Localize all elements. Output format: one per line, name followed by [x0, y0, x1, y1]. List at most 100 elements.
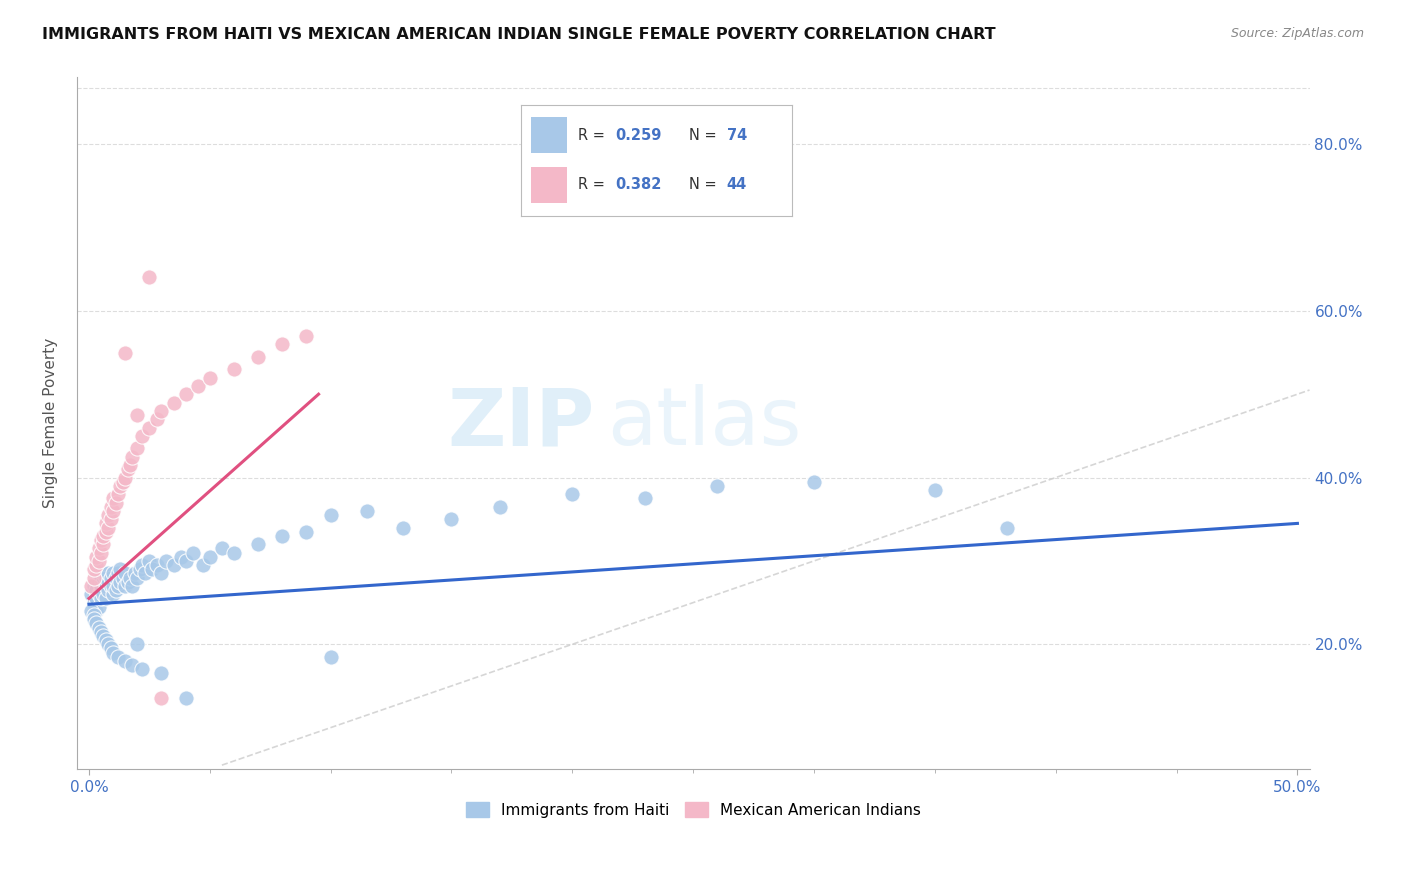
Point — [174, 387, 197, 401]
Point — [150, 566, 173, 581]
Point — [138, 270, 160, 285]
Point — [84, 591, 107, 606]
Point — [101, 491, 124, 506]
Point — [150, 404, 173, 418]
Text: Source: ZipAtlas.com: Source: ZipAtlas.com — [1230, 27, 1364, 40]
Point — [127, 571, 149, 585]
Point — [83, 562, 105, 576]
Point — [121, 579, 143, 593]
Point — [131, 662, 153, 676]
Point — [127, 442, 149, 456]
Point — [127, 408, 149, 422]
Text: IMMIGRANTS FROM HAITI VS MEXICAN AMERICAN INDIAN SINGLE FEMALE POVERTY CORRELATI: IMMIGRANTS FROM HAITI VS MEXICAN AMERICA… — [42, 27, 995, 42]
Point — [110, 574, 132, 589]
Point — [111, 475, 134, 489]
Point — [155, 554, 177, 568]
Point — [107, 487, 129, 501]
Point — [80, 604, 103, 618]
Point — [107, 579, 129, 593]
Point — [117, 462, 139, 476]
Point — [162, 558, 184, 572]
Point — [392, 520, 415, 534]
Point — [191, 558, 214, 572]
Point — [80, 579, 103, 593]
Point — [83, 608, 105, 623]
Point — [100, 500, 122, 514]
Point — [90, 545, 112, 559]
Point — [94, 571, 117, 585]
Point — [90, 624, 112, 639]
Point — [134, 566, 156, 581]
Point — [118, 571, 141, 585]
Point — [271, 337, 294, 351]
Point — [84, 549, 107, 564]
Point — [104, 495, 127, 509]
Point — [93, 537, 115, 551]
Point — [84, 604, 107, 618]
Point — [90, 571, 112, 585]
Point — [114, 654, 136, 668]
Point — [101, 579, 124, 593]
Point — [104, 571, 127, 585]
Point — [174, 691, 197, 706]
Point — [222, 362, 245, 376]
Point — [100, 512, 122, 526]
Point — [87, 587, 110, 601]
Point — [87, 574, 110, 589]
Point — [997, 520, 1019, 534]
Point — [295, 524, 318, 539]
Point — [90, 533, 112, 547]
Point — [94, 524, 117, 539]
Point — [440, 512, 463, 526]
Point — [87, 554, 110, 568]
Point — [561, 487, 583, 501]
Point — [803, 475, 825, 489]
Point — [124, 566, 146, 581]
Point — [118, 458, 141, 472]
Point — [90, 579, 112, 593]
Point — [110, 479, 132, 493]
Point — [247, 537, 270, 551]
Point — [97, 520, 120, 534]
Point — [138, 554, 160, 568]
Point — [93, 566, 115, 581]
Point — [170, 549, 193, 564]
Point — [127, 637, 149, 651]
Point — [84, 616, 107, 631]
Point — [100, 579, 122, 593]
Point — [150, 666, 173, 681]
Point — [138, 420, 160, 434]
Point — [94, 633, 117, 648]
Point — [295, 329, 318, 343]
Point — [94, 591, 117, 606]
Point — [114, 579, 136, 593]
Point — [121, 450, 143, 464]
Point — [101, 566, 124, 581]
Point — [187, 379, 209, 393]
Point — [924, 483, 946, 497]
Point — [101, 587, 124, 601]
Point — [211, 541, 233, 556]
Point — [198, 549, 221, 564]
Point — [131, 558, 153, 572]
Text: atlas: atlas — [607, 384, 801, 462]
Point — [319, 508, 342, 522]
Point — [145, 558, 167, 572]
Point — [101, 646, 124, 660]
Point — [97, 583, 120, 598]
Point — [93, 587, 115, 601]
Point — [198, 370, 221, 384]
Point — [97, 566, 120, 581]
Point — [111, 571, 134, 585]
Point — [87, 541, 110, 556]
Point — [181, 545, 204, 559]
Point — [93, 574, 115, 589]
Point — [162, 395, 184, 409]
Point — [174, 554, 197, 568]
Y-axis label: Single Female Poverty: Single Female Poverty — [44, 338, 58, 508]
Point — [87, 621, 110, 635]
Point — [110, 562, 132, 576]
Legend: Immigrants from Haiti, Mexican American Indians: Immigrants from Haiti, Mexican American … — [460, 796, 927, 824]
Point — [90, 591, 112, 606]
Point — [90, 583, 112, 598]
